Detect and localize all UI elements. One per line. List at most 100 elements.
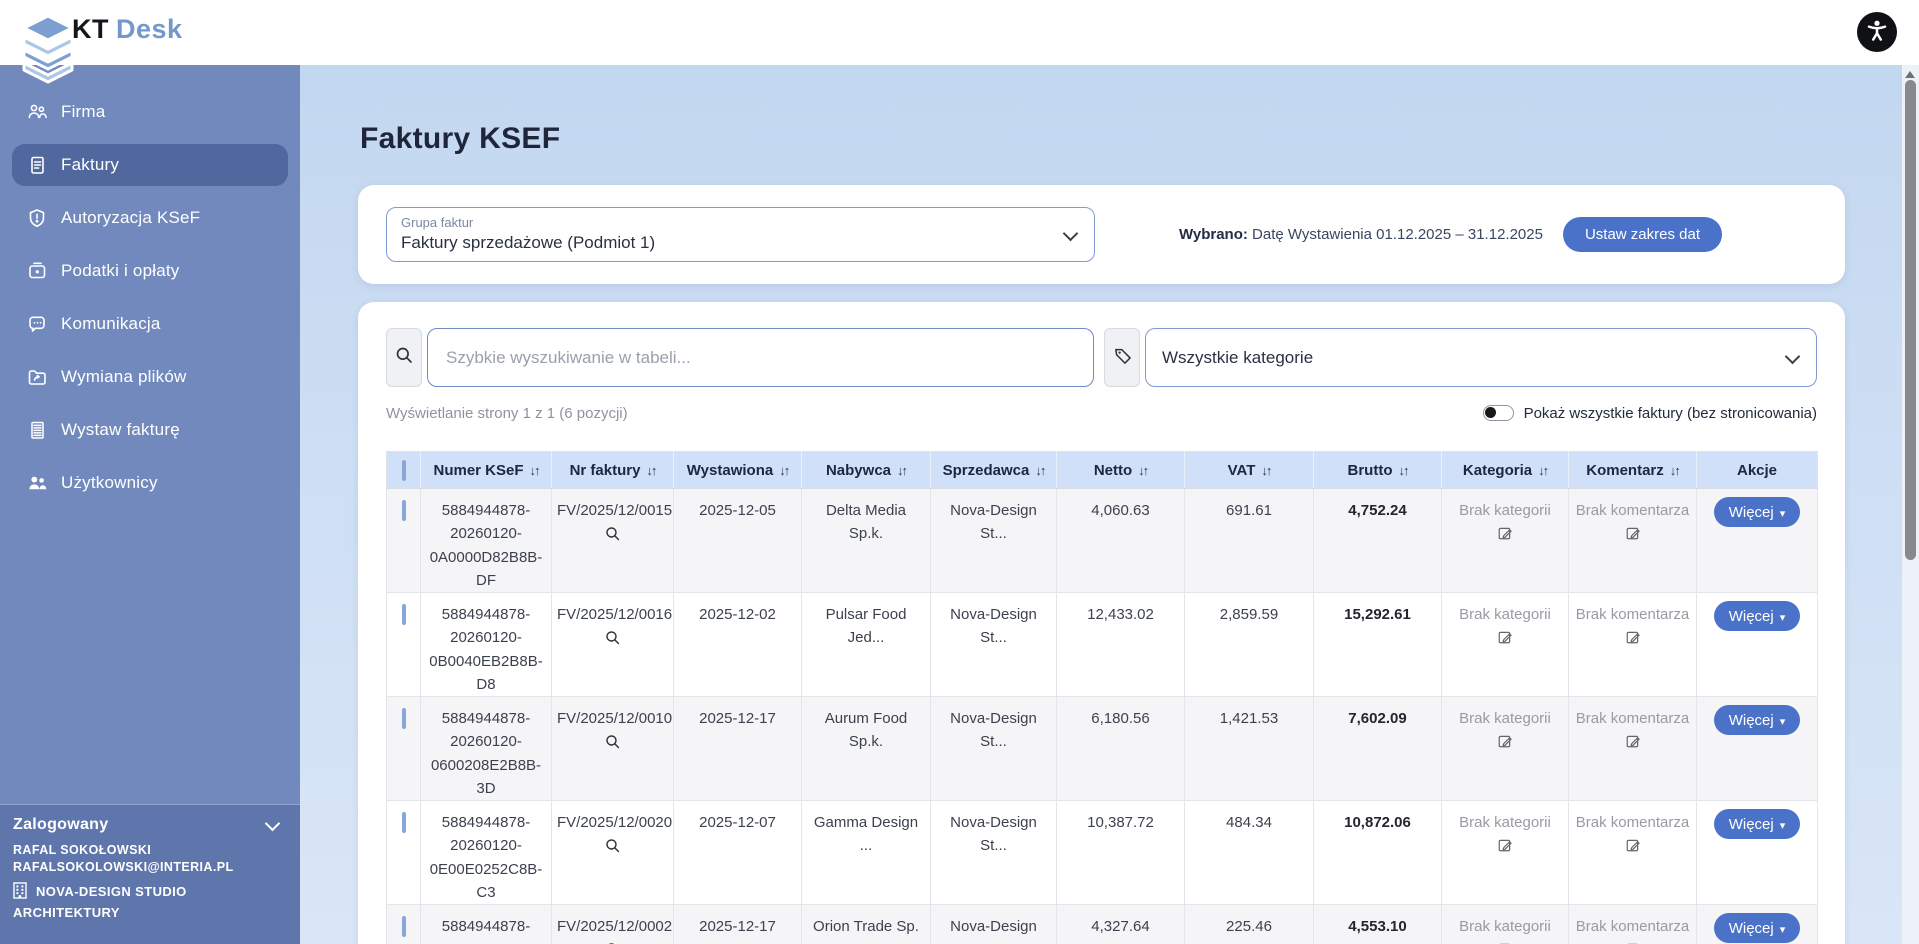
buyer-name: Aurum Food Sp.k. [824, 710, 908, 751]
sidebar-item-podatki[interactable]: Podatki i opłaty [12, 250, 288, 292]
invoice-group-select[interactable]: Grupa faktur Faktury sprzedażowe (Podmio… [386, 207, 1095, 262]
preview-invoice-button[interactable] [557, 629, 668, 653]
invoice-number: FV/2025/12/0020 [557, 814, 673, 831]
edit-category-button[interactable] [1447, 733, 1563, 756]
column-label: Nabywca [825, 461, 892, 479]
sidebar-item-wystaw-fakture[interactable]: Wystaw fakturę [12, 409, 288, 451]
cell-select [386, 800, 421, 905]
col-brutto[interactable]: Brutto ↓↑ [1313, 451, 1442, 489]
more-actions-button[interactable]: Więcej ▾ [1713, 809, 1801, 839]
sort-icon: ↓↑ [1398, 462, 1410, 478]
col-numer-ksef[interactable]: Numer KSeF ↓↑ [420, 451, 552, 489]
caret-down-icon: ▾ [1779, 507, 1786, 520]
col-nabywca[interactable]: Nabywca ↓↑ [801, 451, 931, 489]
vertical-scrollbar[interactable] [1902, 65, 1919, 944]
selected-range-prefix: Wybrano: [1178, 226, 1248, 243]
more-actions-button[interactable]: Więcej ▾ [1713, 601, 1801, 631]
edit-comment-button[interactable] [1574, 525, 1691, 548]
col-wystawiona[interactable]: Wystawiona ↓↑ [673, 451, 802, 489]
no-category-label: Brak kategorii [1459, 606, 1551, 623]
sort-icon: ↓↑ [1035, 462, 1046, 478]
cell-category: Brak kategorii [1441, 488, 1569, 593]
sidebar-item-autoryzacja-ksef[interactable]: Autoryzacja KSeF [12, 197, 288, 239]
cell-seller: Nova-Design St... [930, 488, 1057, 593]
sidebar-item-firma[interactable]: Firma [12, 91, 288, 133]
select-all-checkbox[interactable] [401, 459, 406, 481]
brutto-value: 15,292.61 [1344, 606, 1411, 623]
row-checkbox[interactable] [401, 604, 406, 625]
caret-down-icon: ▾ [1779, 923, 1786, 936]
cell-issue-date: 2025-12-17 [673, 904, 802, 944]
preview-invoice-button[interactable] [557, 733, 668, 757]
buyer-name: Delta Media Sp.k. [825, 502, 907, 543]
table-card: Wszystkie kategorie Wyświetlanie strony … [358, 302, 1845, 944]
preview-invoice-button[interactable] [557, 525, 668, 549]
edit-category-button[interactable] [1447, 629, 1563, 652]
more-label: Więcej [1728, 815, 1774, 833]
invoice-document-icon [26, 154, 48, 176]
sidebar-item-komunikacja[interactable]: Komunikacja [12, 303, 288, 345]
brutto-value: 10,872.06 [1344, 814, 1411, 831]
show-all-toggle[interactable] [1482, 405, 1514, 421]
cell-issue-date: 2025-12-07 [673, 800, 802, 905]
more-actions-button[interactable]: Więcej ▾ [1713, 705, 1801, 735]
sidebar-item-wymiana-plikow[interactable]: Wymiana plików [12, 356, 288, 398]
category-select[interactable]: Wszystkie kategorie [1145, 328, 1817, 387]
edit-category-button[interactable] [1447, 837, 1563, 860]
sidebar-item-label: Firma [61, 102, 106, 121]
paging-info: Wyświetlanie strony 1 z 1 (6 pozycji) [386, 404, 628, 422]
sidebar-item-uzytkownicy[interactable]: Użytkownicy [12, 462, 288, 504]
show-all-label: Pokaż wszystkie faktury (bez stronicowan… [1523, 404, 1817, 422]
cell-brutto: 4,553.10 [1313, 904, 1442, 944]
seller-name: Nova-Design St... [950, 918, 1037, 944]
cell-actions: Więcej ▾ [1696, 904, 1818, 944]
column-label: Brutto [1347, 461, 1393, 479]
edit-comment-button[interactable] [1574, 733, 1691, 756]
edit-comment-button[interactable] [1574, 837, 1691, 860]
no-category-label: Brak kategorii [1459, 710, 1551, 727]
search-icon-box [386, 328, 422, 387]
app-logo: KT Desk [72, 14, 183, 45]
cell-buyer: Orion Trade Sp. ... [801, 904, 931, 944]
cell-actions: Więcej ▾ [1696, 800, 1818, 905]
col-komentarz[interactable]: Komentarz ↓↑ [1568, 451, 1697, 489]
row-checkbox[interactable] [401, 500, 406, 521]
scrollbar-up-arrow-icon[interactable] [1905, 71, 1915, 78]
buyer-name: Orion Trade Sp. ... [813, 918, 919, 944]
col-netto[interactable]: Netto ↓↑ [1056, 451, 1185, 489]
date-range-group: Wybrano: Datę Wystawienia 01.12.2025 – 3… [1179, 185, 1722, 284]
col-nr-faktury[interactable]: Nr faktury ↓↑ [551, 451, 674, 489]
cell-seller: Nova-Design St... [930, 696, 1057, 801]
top-bar: KT Desk [0, 0, 1919, 65]
col-vat[interactable]: VAT ↓↑ [1184, 451, 1314, 489]
row-checkbox[interactable] [401, 916, 406, 937]
edit-category-button[interactable] [1447, 525, 1563, 548]
search-input[interactable] [427, 328, 1094, 387]
accessibility-button[interactable] [1857, 12, 1897, 52]
sidebar: Firma Faktury Autoryza [0, 65, 300, 944]
more-actions-button[interactable]: Więcej ▾ [1713, 913, 1801, 943]
toggle-knob [1485, 407, 1497, 418]
more-actions-button[interactable]: Więcej ▾ [1713, 497, 1801, 527]
preview-invoice-button[interactable] [557, 837, 668, 861]
no-category-label: Brak kategorii [1459, 502, 1551, 519]
table-header-row: Numer KSeF ↓↑ Nr faktury ↓↑ Wystawiona ↓↑ N… [386, 451, 1818, 489]
sidebar-item-faktury[interactable]: Faktury [12, 144, 288, 186]
ksef-number: 5884944878-20260120-0B0040EB2B8B-D8 [429, 606, 543, 693]
cell-netto: 4,060.63 [1056, 488, 1185, 593]
table-row: 5884944878-20260120-0600208E2B8B-3D FV/2… [386, 696, 1818, 801]
col-kategoria[interactable]: Kategoria ↓↑ [1441, 451, 1569, 489]
row-checkbox[interactable] [401, 812, 406, 833]
sidebar-nav: Firma Faktury Autoryza [0, 65, 300, 504]
edit-comment-button[interactable] [1574, 629, 1691, 652]
set-date-range-button[interactable]: Ustaw zakres dat [1562, 217, 1722, 252]
column-label: Netto [1093, 461, 1133, 479]
scrollbar-thumb[interactable] [1905, 80, 1916, 560]
group-select-value: Faktury sprzedażowe (Podmiot 1) [401, 233, 656, 252]
session-header[interactable]: Zalogowany [13, 815, 286, 834]
cell-vat: 225.46 [1184, 904, 1314, 944]
row-checkbox[interactable] [401, 708, 406, 729]
col-sprzedawca[interactable]: Sprzedawca ↓↑ [930, 451, 1057, 489]
more-label: Więcej [1728, 919, 1774, 937]
